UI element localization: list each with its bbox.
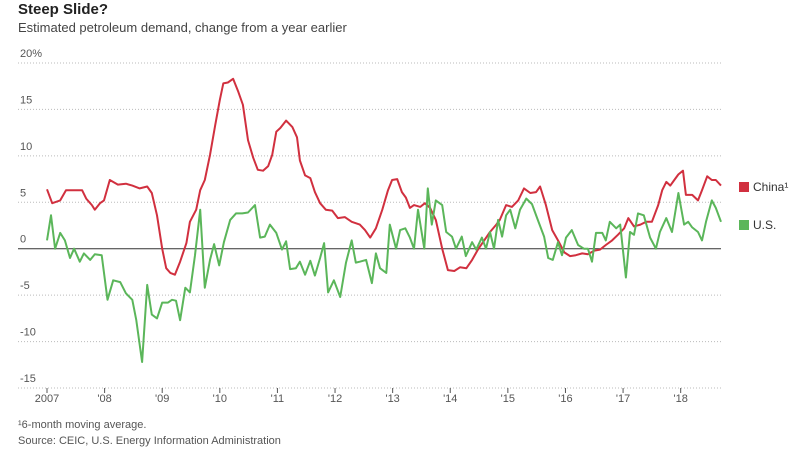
footnote: ¹6-month moving average. [18, 419, 146, 431]
x-tick-label: '12 [328, 393, 342, 405]
x-tick-label: '15 [501, 393, 515, 405]
x-tick-label: '13 [385, 393, 399, 405]
x-tick-label: '16 [558, 393, 572, 405]
legend-label: China¹ [753, 180, 788, 194]
x-tick-label: '17 [616, 393, 630, 405]
y-tick-label: 10 [20, 141, 32, 153]
y-tick-label: -10 [20, 327, 36, 339]
y-tick-label: -5 [20, 280, 30, 292]
legend-swatch [739, 220, 749, 230]
x-tick-label: '18 [674, 393, 688, 405]
y-tick-label: -15 [20, 373, 36, 385]
x-tick-label: 2007 [35, 393, 59, 405]
y-tick-label: 15 [20, 94, 32, 106]
legend-swatch [739, 182, 749, 192]
x-tick-label: '08 [97, 393, 111, 405]
source: Source: CEIC, U.S. Energy Information Ad… [18, 435, 281, 447]
x-tick-label: '14 [443, 393, 457, 405]
y-tick-label: 20% [20, 48, 42, 60]
y-tick-label: 0 [20, 234, 26, 246]
chart-subtitle: Estimated petroleum demand, change from … [18, 20, 347, 35]
series-line [46, 77, 722, 276]
y-tick-label: 5 [20, 187, 26, 199]
x-tick-label: '11 [271, 393, 285, 405]
x-tick-label: '09 [155, 393, 169, 405]
series-line [46, 187, 722, 363]
x-tick-label: '10 [213, 393, 227, 405]
chart-title: Steep Slide? [18, 1, 108, 18]
legend-label: U.S. [753, 218, 776, 232]
